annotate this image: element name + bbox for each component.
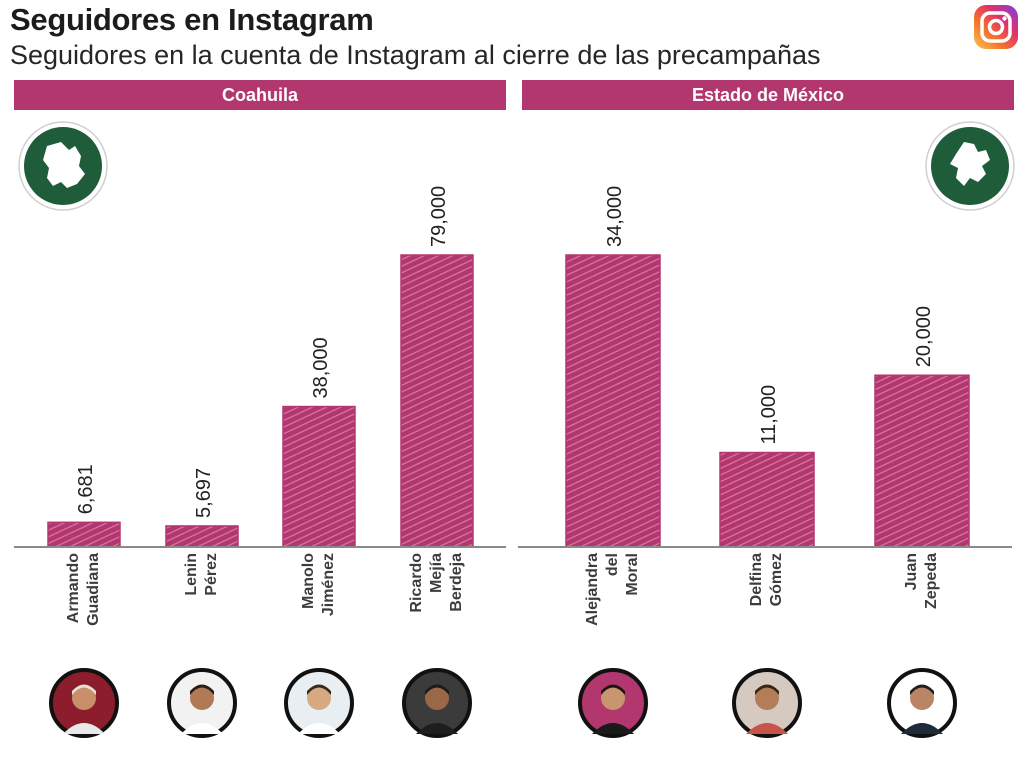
tick-label-manolo-jimenez: Manolo Jiménez [300,553,337,617]
coahuila-map-icon [18,121,108,211]
tick-label-armando-guadiana: Armando Guadiana [65,553,102,626]
avatar-lenin-perez [167,668,237,738]
panel-header-estado-de-mexico: Estado de México [522,80,1014,110]
data-label-alejandra-del-moral: 34,000 [604,186,626,247]
bar-armando-guadiana [47,521,121,548]
avatar-juan-zepeda [887,668,957,738]
bar-alejandra-del-moral [565,254,661,548]
avatar-alejandra-del-moral [578,668,648,738]
tick-label-juan-zepeda: Juan Zepeda [903,553,940,610]
bar-lenin-perez [165,525,239,548]
avatar-manolo-jimenez [284,668,354,738]
tick-label-alejandra-del-moral: Alejandra del Moral [584,553,641,626]
avatar-armando-guadiana [49,668,119,738]
data-label-lenin-perez: 5,697 [193,468,215,518]
bar-juan-zepeda [874,374,970,548]
bar-manolo-jimenez [282,405,356,548]
bar-delfina-gomez [719,451,815,548]
tick-label-delfina-gomez: Delfina Gómez [748,553,785,607]
chart-subtitle: Seguidores en la cuenta de Instagram al … [10,40,821,70]
estado-de-mexico-map-icon [925,121,1015,211]
panel-header-coahuila: Coahuila [14,80,506,110]
data-label-manolo-jimenez: 38,000 [310,337,332,398]
avatar-ricardo-mejia-berdeja [402,668,472,738]
data-label-armando-guadiana: 6,681 [75,464,97,514]
data-label-delfina-gomez: 11,000 [758,385,780,445]
data-label-ricardo-mejia-berdeja: 79,000 [428,186,450,247]
avatar-delfina-gomez [732,668,802,738]
chart-title: Seguidores en Instagram [10,2,374,37]
tick-label-ricardo-mejia-berdeja: Ricardo Mejía Berdeja [408,553,465,613]
instagram-logo-icon [974,5,1018,49]
tick-label-lenin-perez: Lenin Pérez [183,553,220,596]
bar-ricardo-mejia-berdeja [400,254,474,548]
data-label-juan-zepeda: 20,000 [913,306,935,367]
